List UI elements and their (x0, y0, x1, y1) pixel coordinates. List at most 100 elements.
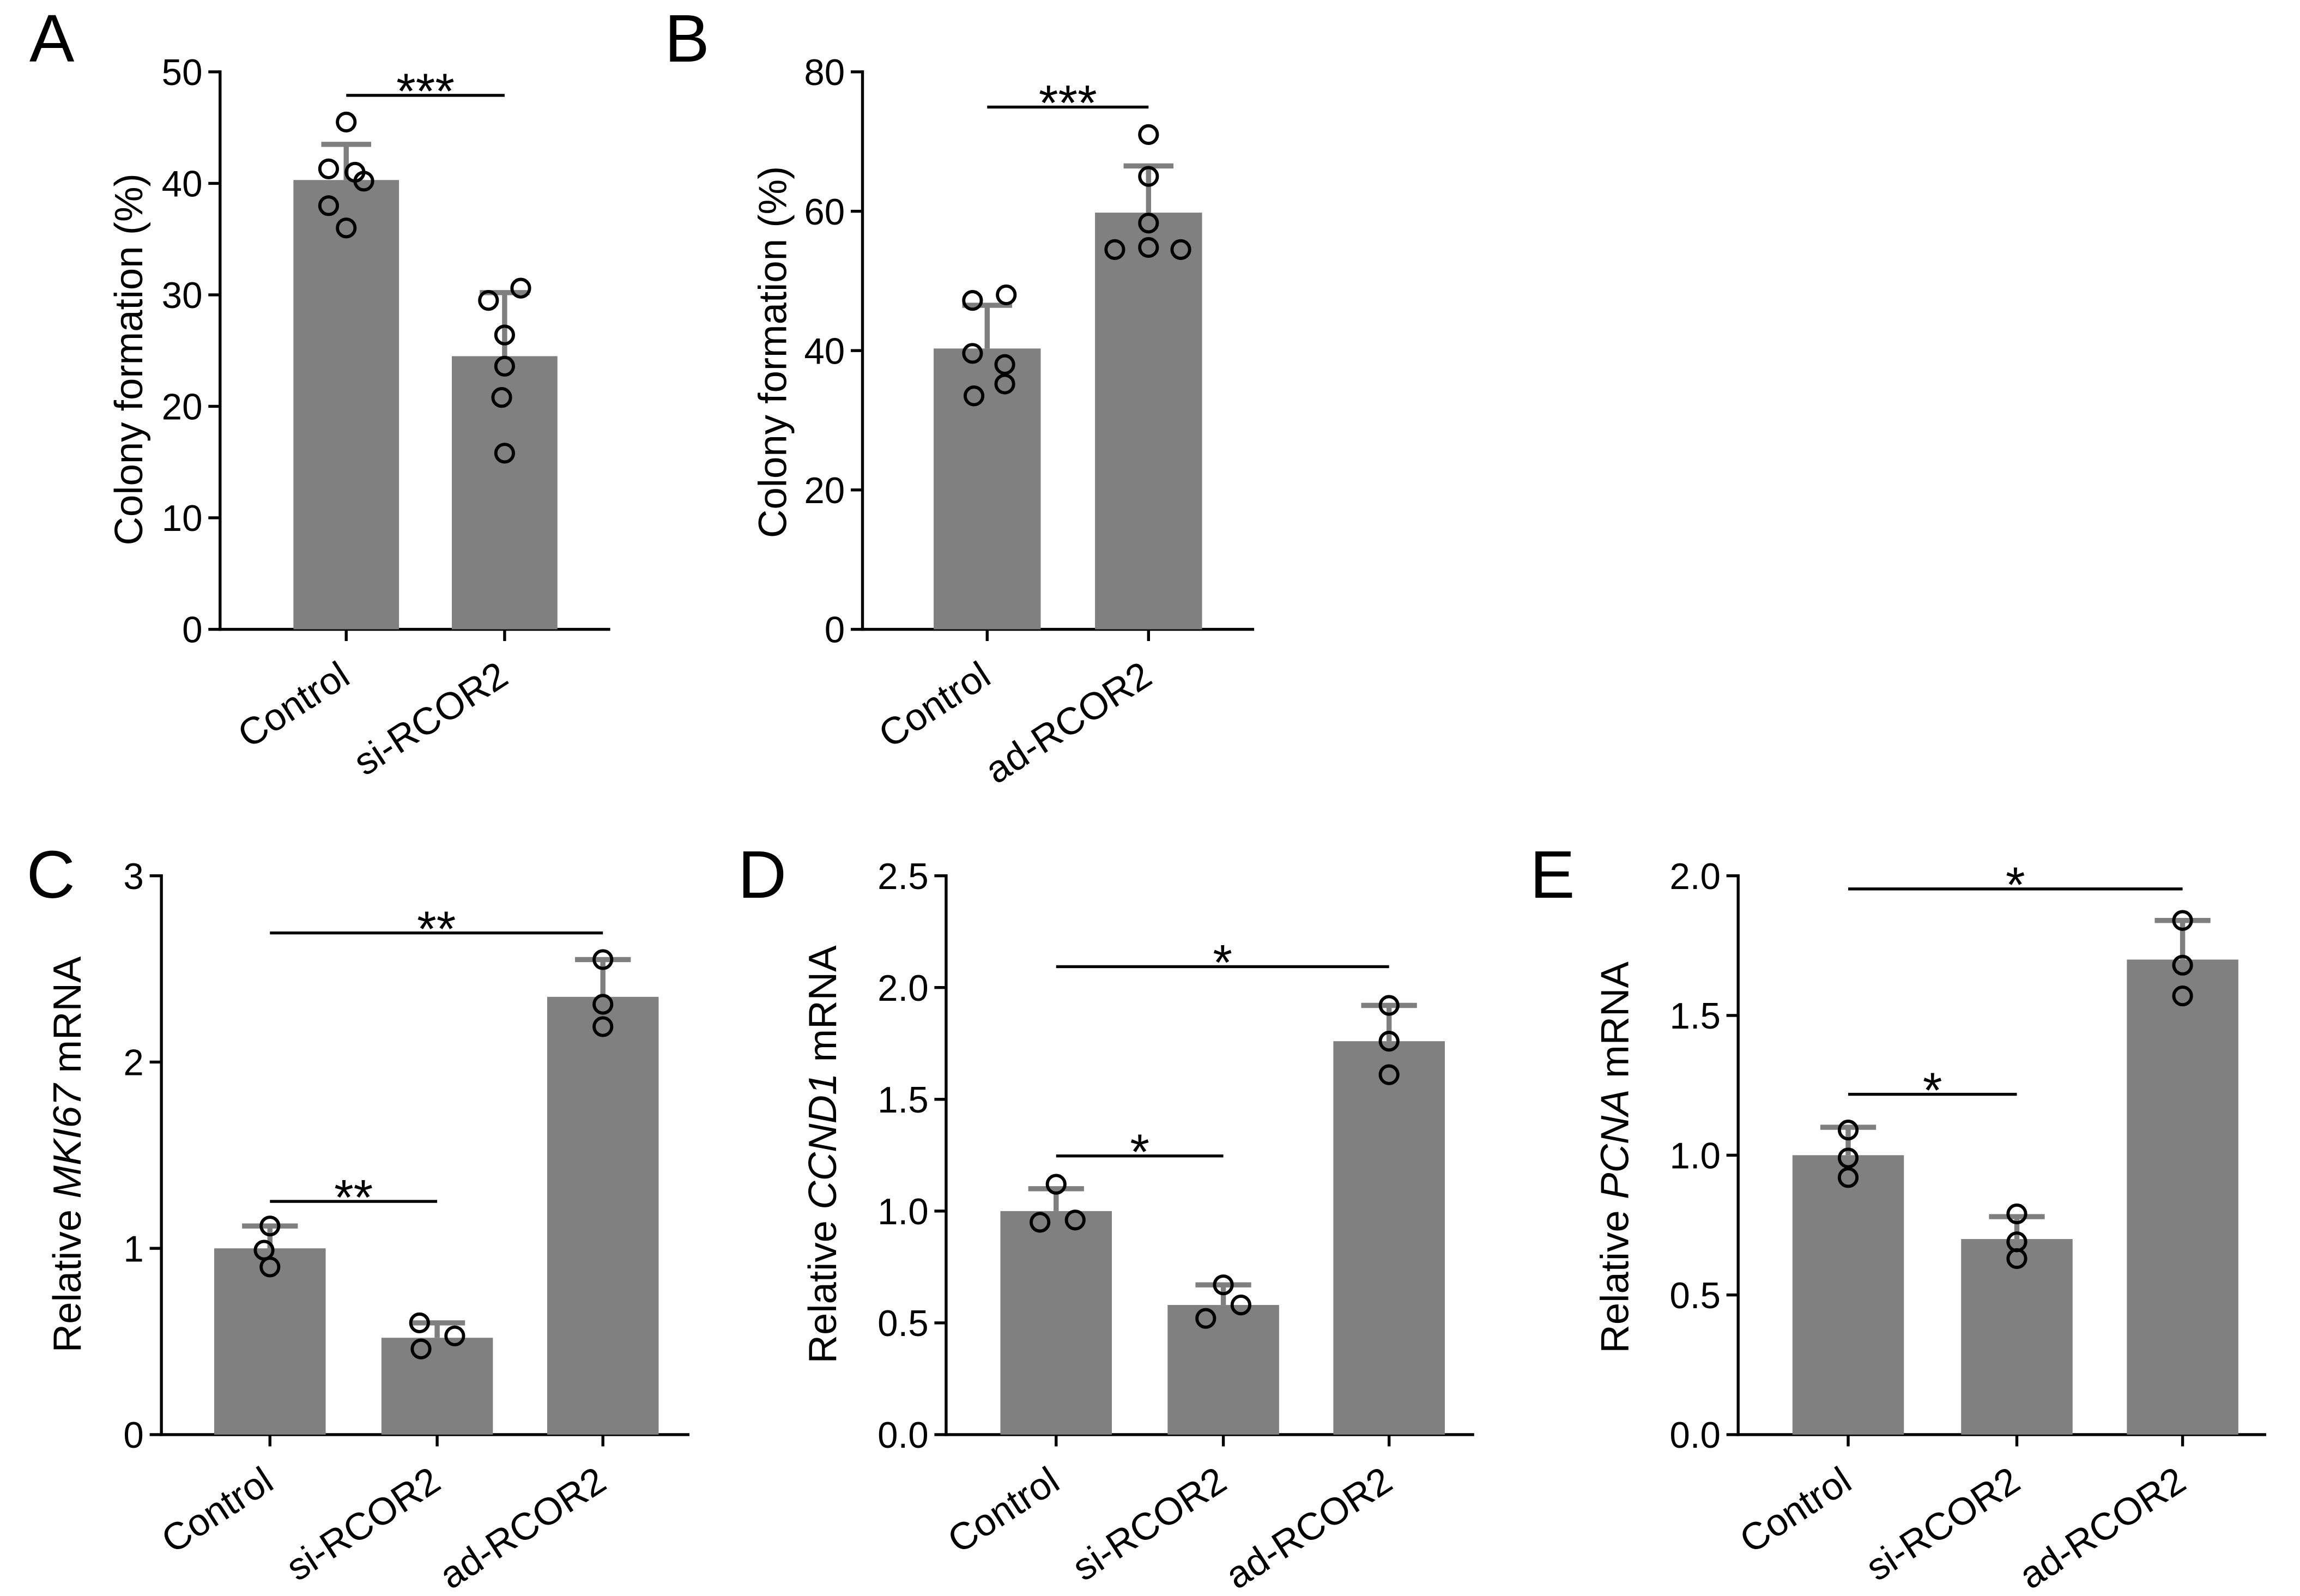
y-tick-label: 0.0 (877, 1415, 929, 1456)
y-tick-label: 3 (123, 856, 143, 897)
bar-si-rcor2 (1961, 1239, 2073, 1435)
data-point (444, 1325, 465, 1346)
data-point (994, 373, 1015, 395)
x-tick-label: ad-RCOR2 (2012, 1459, 2193, 1596)
y-tick-label: 20 (804, 470, 845, 511)
significance-bracket: *** (346, 64, 505, 119)
data-point (1837, 1147, 1859, 1169)
data-point (592, 949, 614, 970)
data-point (1045, 1174, 1067, 1195)
y-tick-label: 80 (804, 52, 845, 93)
data-point (1378, 995, 1400, 1016)
y-axis-label-text: mRNA (45, 956, 89, 1073)
data-point (994, 354, 1015, 375)
y-axis-label: Colony formation (%) (107, 173, 151, 545)
significance-bracket: ** (270, 1170, 438, 1225)
panel-letter: D (738, 837, 786, 912)
data-point (491, 386, 512, 408)
bar-control (214, 1248, 326, 1435)
error-bar-ad-rcor2 (1361, 1002, 1417, 1042)
data-point (1030, 1212, 1051, 1233)
data-point (2006, 1248, 2027, 1269)
data-point (962, 290, 983, 311)
y-axis-label-text: Relative (45, 1210, 89, 1352)
significance-label: * (1213, 935, 1232, 991)
significance-label: * (2006, 857, 2025, 913)
x-tick-label: si-RCOR2 (346, 654, 515, 784)
bar-si-rcor2 (381, 1338, 493, 1435)
y-tick-label: 20 (162, 387, 203, 428)
data-point (592, 994, 614, 1015)
y-tick-label: 10 (162, 498, 203, 539)
significance-bracket: *** (987, 76, 1149, 131)
y-tick-label: 1.5 (1669, 996, 1721, 1037)
y-axis-label: Relative PCNA mRNA (1593, 961, 1637, 1353)
y-tick-label: 0.5 (1669, 1275, 1721, 1316)
bar-ad-rcor2 (1333, 1041, 1445, 1435)
data-point (478, 290, 499, 311)
y-tick-label: 40 (804, 331, 845, 372)
data-point (1104, 239, 1125, 260)
significance-label: ** (417, 902, 456, 957)
y-tick-label: 0 (182, 610, 202, 651)
bar-si-rcor2 (1167, 1305, 1279, 1435)
panel-a: A 0 10 20 30 40 50 Colony formation (%) Controls… (29, 1, 610, 784)
x-tick-label: ad-RCOR2 (432, 1459, 613, 1596)
y-axis-label: Colony formation (%) (751, 166, 795, 538)
data-point (1195, 1308, 1216, 1329)
y-axis-label-gene: CCND1 (801, 1073, 845, 1210)
y-tick-label: 0 (123, 1415, 143, 1456)
significance-label: * (1130, 1125, 1149, 1180)
data-point (409, 1312, 430, 1334)
y-axis-label-text: Colony formation (%) (751, 166, 795, 538)
y-axis-label-text: mRNA (801, 945, 845, 1062)
significance-bracket: * (1848, 1063, 2017, 1119)
panel-b: B 0 20 40 60 80 Colony formation (%) Controlad-… (664, 1, 1255, 791)
error-bar-ad-rcor2 (2154, 917, 2211, 960)
significance-label: ** (334, 1170, 373, 1225)
y-tick-label: 1 (123, 1229, 143, 1269)
data-point (2172, 985, 2193, 1007)
y-tick-label: 2 (123, 1043, 143, 1084)
error-bar-si-rcor2 (480, 290, 530, 356)
bar-ad-rcor2 (547, 996, 659, 1435)
y-axis-label-text: Relative (801, 1220, 845, 1364)
data-point (1837, 1120, 1859, 1141)
panel-c: C 0 1 2 3 Relative MKI67 mRNA Controlsi-RCOR2a… (27, 837, 689, 1596)
data-point (336, 217, 357, 239)
y-tick-label: 30 (162, 275, 203, 316)
x-tick-label: si-RCOR2 (279, 1459, 447, 1589)
data-point (1378, 1031, 1400, 1052)
bar-control (1000, 1211, 1112, 1435)
significance-label: *** (1039, 76, 1097, 131)
significance-bracket: * (1056, 935, 1389, 991)
data-point (962, 343, 983, 364)
y-axis-label-gene: PCNA (1593, 1089, 1637, 1199)
data-point (1138, 166, 1159, 187)
data-point (1378, 1064, 1400, 1085)
y-tick-label: 2.0 (1669, 856, 1721, 897)
x-tick-label: Control (871, 654, 998, 756)
y-tick-label: 1.0 (1669, 1136, 1721, 1177)
data-point (494, 443, 515, 464)
error-bar-si-rcor2 (1989, 1214, 2045, 1240)
x-tick-label: Control (154, 1459, 281, 1561)
y-tick-label: 40 (162, 164, 203, 205)
x-tick-label: Control (940, 1459, 1067, 1561)
data-point (963, 385, 985, 407)
data-point (1213, 1274, 1234, 1296)
data-point (336, 111, 357, 133)
significance-label: * (1923, 1063, 1942, 1119)
panel-letter: E (1530, 837, 1575, 912)
y-axis-label-text: Colony formation (%) (107, 173, 151, 545)
y-axis-label: Relative CCND1 mRNA (801, 945, 845, 1364)
data-point (2006, 1203, 2027, 1225)
x-tick-label: Control (231, 654, 357, 756)
error-bar-control (1820, 1125, 1877, 1156)
y-tick-label: 1.0 (877, 1192, 929, 1232)
data-point (1138, 213, 1159, 234)
bar-si-rcor2 (452, 356, 558, 630)
panel-letter: A (29, 1, 75, 76)
y-axis-label-text: mRNA (1593, 961, 1637, 1078)
